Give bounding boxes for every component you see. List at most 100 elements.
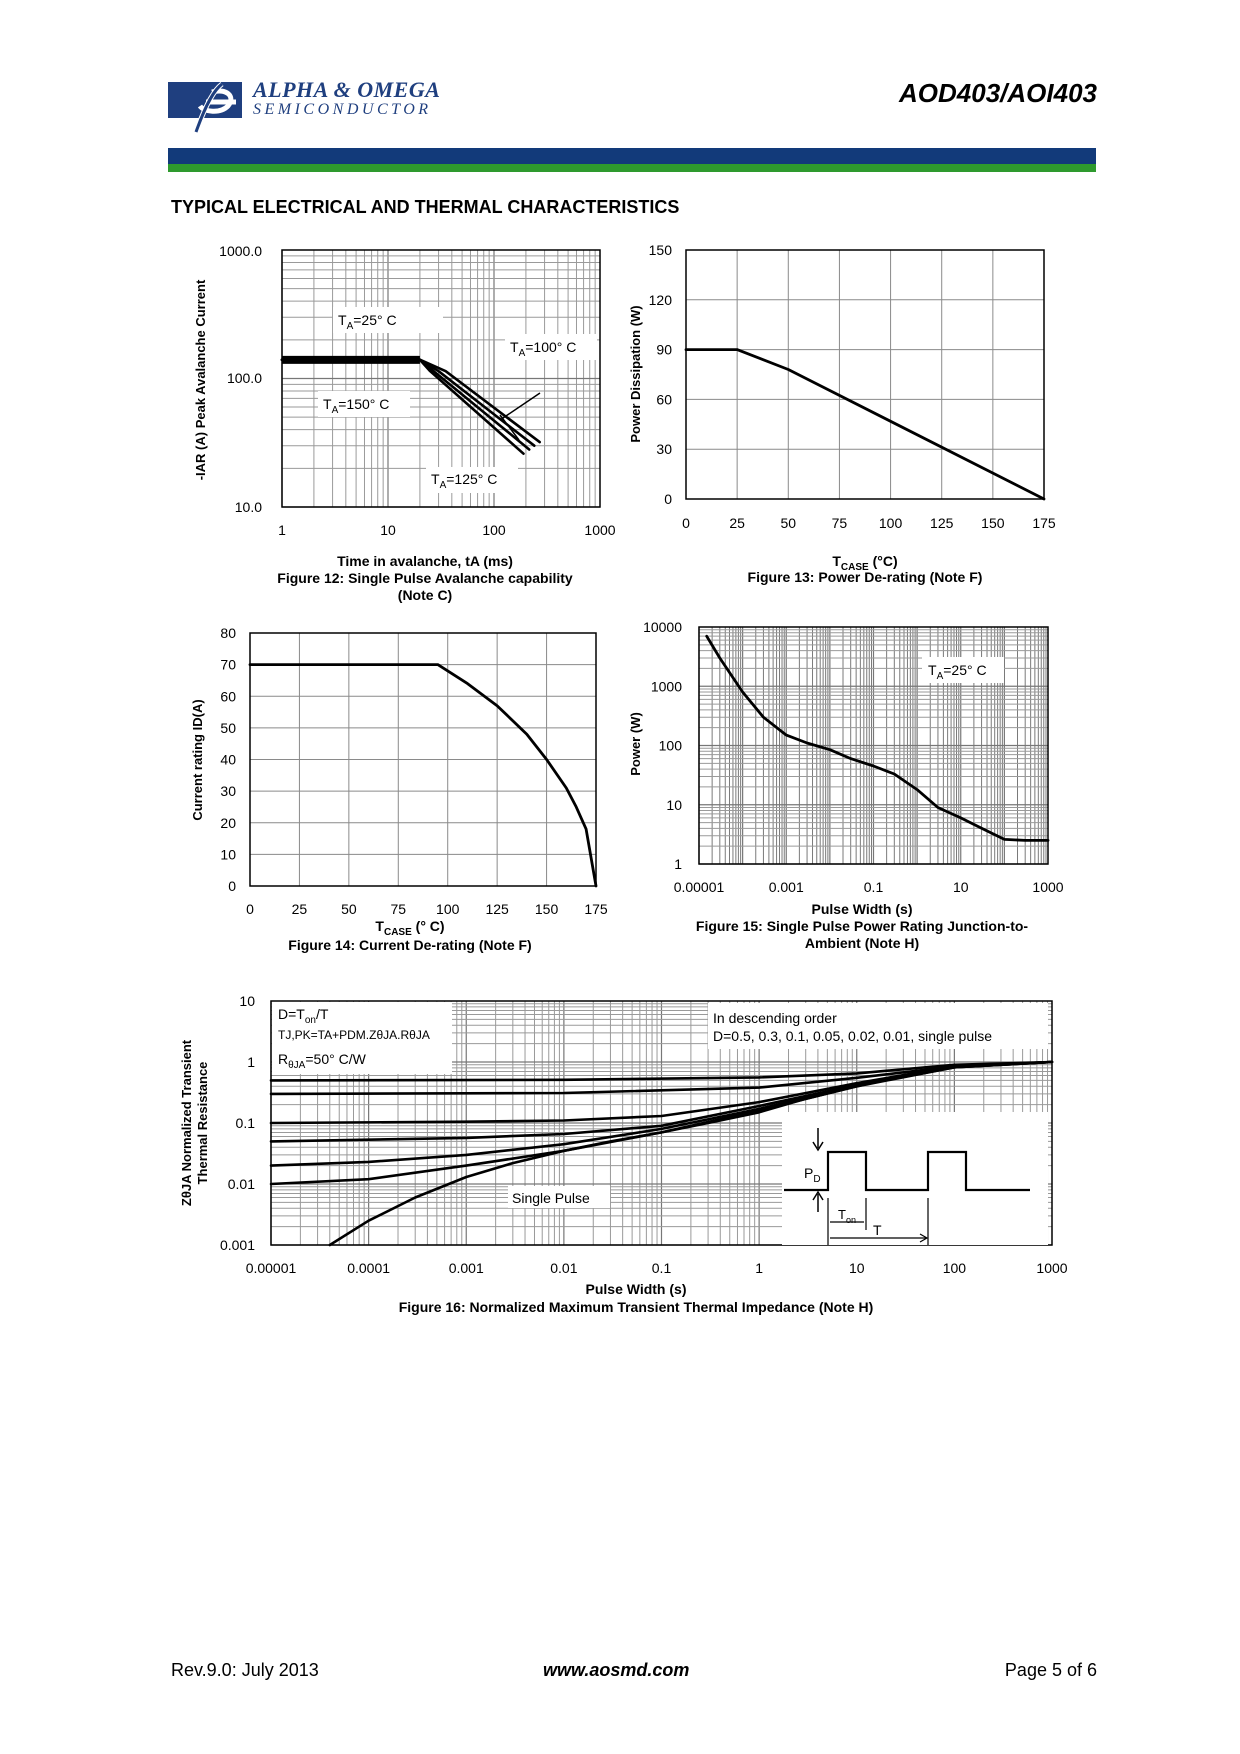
y-tick: 0 [664, 491, 672, 507]
y-tick: 0 [228, 878, 236, 894]
x-tick: 175 [584, 901, 608, 917]
formula-tj: TJ,PK=TA+PDM.ZθJA.RθJA [278, 1028, 430, 1042]
x-tick: 0.00001 [674, 879, 725, 895]
y-tick: 10 [239, 993, 255, 1009]
y-tick: 50 [220, 720, 236, 736]
y-tick: 20 [220, 815, 236, 831]
y-tick: 10 [666, 797, 682, 813]
x-tick: 1 [755, 1260, 763, 1276]
figure-note: Ambient (Note H) [805, 935, 919, 951]
series-line-single-pulse [328, 1060, 1054, 1247]
header-bar-green [168, 164, 1096, 172]
footer-page-number: Page 5 of 6 [1004, 1660, 1097, 1680]
y-tick: 1 [247, 1054, 255, 1070]
y-tick: 10000 [643, 619, 682, 635]
x-axis-label: Pulse Width (s) [586, 1281, 687, 1297]
formula-rtheta: RθJA=50° C/W [278, 1051, 367, 1071]
y-tick: 0.001 [220, 1237, 255, 1253]
x-tick: 0.001 [769, 879, 804, 895]
x-tick: 0.00001 [246, 1260, 297, 1276]
y-tick: 40 [220, 752, 236, 768]
single-pulse-label: Single Pulse [512, 1190, 590, 1206]
y-tick: 10 [220, 846, 236, 862]
figure-caption: Figure 12: Single Pulse Avalanche capabi… [277, 570, 573, 586]
flat-region-band [282, 355, 420, 364]
annotation-ta25: TA=25° C [338, 312, 397, 332]
figure-caption: Figure 15: Single Pulse Power Rating Jun… [696, 918, 1028, 934]
x-tick: 75 [390, 901, 406, 917]
annotation-ta150: TA=150° C [323, 396, 389, 416]
y-axis-label-line2: Thermal Resistance [195, 1062, 210, 1185]
footer-revision: Rev.9.0: July 2013 [171, 1660, 319, 1680]
annotation-ta25: TA=25° C [928, 662, 987, 682]
series-line-single-pulse [705, 634, 1050, 842]
x-tick: 1000 [584, 522, 615, 538]
series-line-current [248, 663, 598, 888]
x-tick: 150 [535, 901, 559, 917]
x-tick: 0.01 [550, 1260, 577, 1276]
section-title: TYPICAL ELECTRICAL AND THERMAL CHARACTER… [171, 197, 680, 217]
x-tick: 75 [832, 515, 848, 531]
x-tick: 50 [780, 515, 796, 531]
x-tick: 50 [341, 901, 357, 917]
x-axis-label: Time in avalanche, tA (ms) [337, 553, 513, 569]
x-tick: 10 [849, 1260, 865, 1276]
figure-caption: Figure 14: Current De-rating (Note F) [288, 937, 531, 953]
x-tick: 125 [930, 515, 954, 531]
y-tick: 1000 [651, 678, 682, 694]
x-tick: 0.001 [449, 1260, 484, 1276]
x-axis-label: TCASE (°C) [832, 553, 897, 573]
annotation-ta125: TA=125° C [431, 471, 497, 491]
x-tick: 10 [953, 879, 969, 895]
figure-caption: Figure 16: Normalized Maximum Transient … [399, 1299, 874, 1315]
y-tick: 100 [659, 738, 683, 754]
company-subtitle: SEMICONDUCTOR [253, 101, 432, 118]
y-axis-label: Current rating ID(A) [190, 699, 205, 820]
footer-website-link[interactable]: www.aosmd.com [543, 1660, 690, 1680]
x-tick: 100 [482, 522, 506, 538]
pulse-waveform [784, 1150, 1030, 1192]
y-tick: 150 [649, 242, 673, 258]
x-tick: 125 [485, 901, 509, 917]
y-tick: 30 [656, 441, 672, 457]
legend-title: In descending order [713, 1010, 837, 1026]
x-tick: 0.1 [864, 879, 884, 895]
x-tick: 25 [292, 901, 308, 917]
y-tick: 30 [220, 783, 236, 799]
x-axis-label: Pulse Width (s) [812, 901, 913, 917]
inset-ton-label: Ton [838, 1207, 856, 1225]
inset-t-label: T [873, 1222, 882, 1238]
inset-pd-label: PD [804, 1165, 821, 1185]
x-tick: 150 [981, 515, 1005, 531]
series-line-power [684, 348, 1046, 501]
header-bar-blue [168, 148, 1096, 164]
y-tick: 1000.0 [219, 243, 262, 259]
figure-note: (Note C) [398, 587, 452, 603]
figure-caption: Figure 13: Power De-rating (Note F) [748, 569, 983, 585]
x-tick: 1 [278, 522, 286, 538]
x-tick: 100 [943, 1260, 967, 1276]
legend-text: D=0.5, 0.3, 0.1, 0.05, 0.02, 0.01, singl… [713, 1028, 992, 1044]
y-tick: 0.1 [236, 1115, 256, 1131]
y-tick: 90 [656, 342, 672, 358]
y-tick: 60 [220, 688, 236, 704]
y-tick: 100.0 [227, 370, 262, 386]
y-axis-label: Power (W) [628, 712, 643, 776]
y-axis-label: -IAR (A) Peak Avalanche Current [193, 279, 208, 480]
annotation-ta100: TA=100° C [510, 339, 576, 359]
formula-duty: D=Ton/T [278, 1006, 329, 1026]
x-tick: 100 [436, 901, 460, 917]
y-tick: 0.01 [228, 1176, 255, 1192]
x-tick: 0.1 [652, 1260, 672, 1276]
x-axis-label: TCASE (° C) [375, 918, 444, 938]
y-tick: 1 [674, 856, 682, 872]
x-tick: 100 [879, 515, 903, 531]
y-axis-label: Power Dissipation (W) [628, 305, 643, 442]
x-tick: 1000 [1032, 879, 1063, 895]
x-tick: 25 [729, 515, 745, 531]
y-tick: 120 [649, 292, 673, 308]
